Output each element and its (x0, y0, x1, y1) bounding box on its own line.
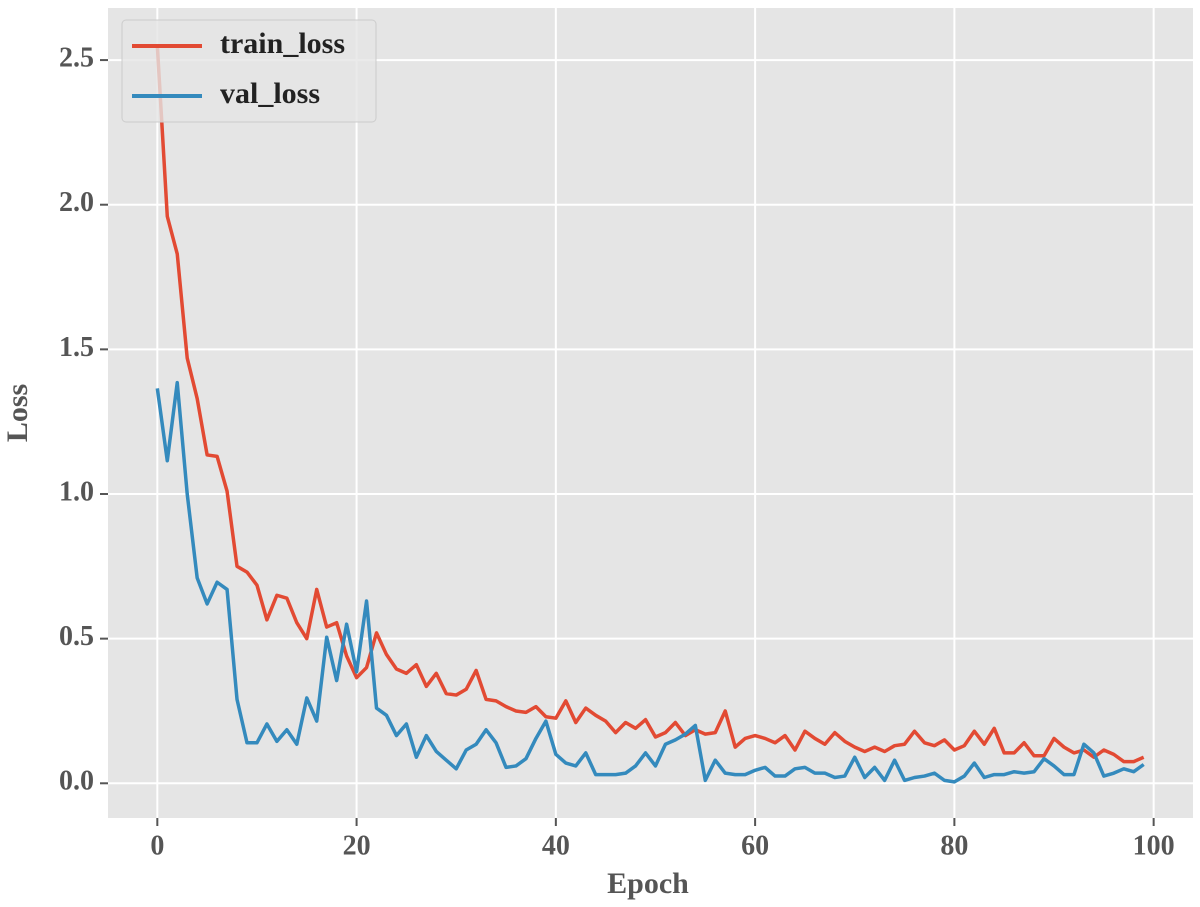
y-axis-label: Loss (1, 384, 34, 442)
y-tick-label: 2.0 (59, 187, 94, 218)
line-series (155, 380, 1145, 784)
x-tick-label: 100 (1133, 830, 1175, 861)
x-tick-label: 60 (741, 830, 769, 861)
x-tick-label: 0 (150, 830, 164, 861)
plot-area (108, 8, 1193, 818)
y-tick-label: 1.0 (59, 476, 94, 507)
y-tick-label: 2.5 (59, 42, 94, 73)
y-tick-label: 0.0 (59, 766, 94, 797)
line-series (155, 45, 1145, 764)
x-tick-label: 40 (542, 830, 570, 861)
y-tick-label: 0.5 (59, 621, 94, 652)
x-tick-label: 80 (940, 830, 968, 861)
x-axis-label: Epoch (607, 867, 689, 900)
y-tick-label: 1.5 (59, 332, 94, 363)
legend-label: val_loss (220, 77, 320, 110)
legend-label: train_loss (220, 27, 345, 60)
x-tick-label: 20 (343, 830, 371, 861)
